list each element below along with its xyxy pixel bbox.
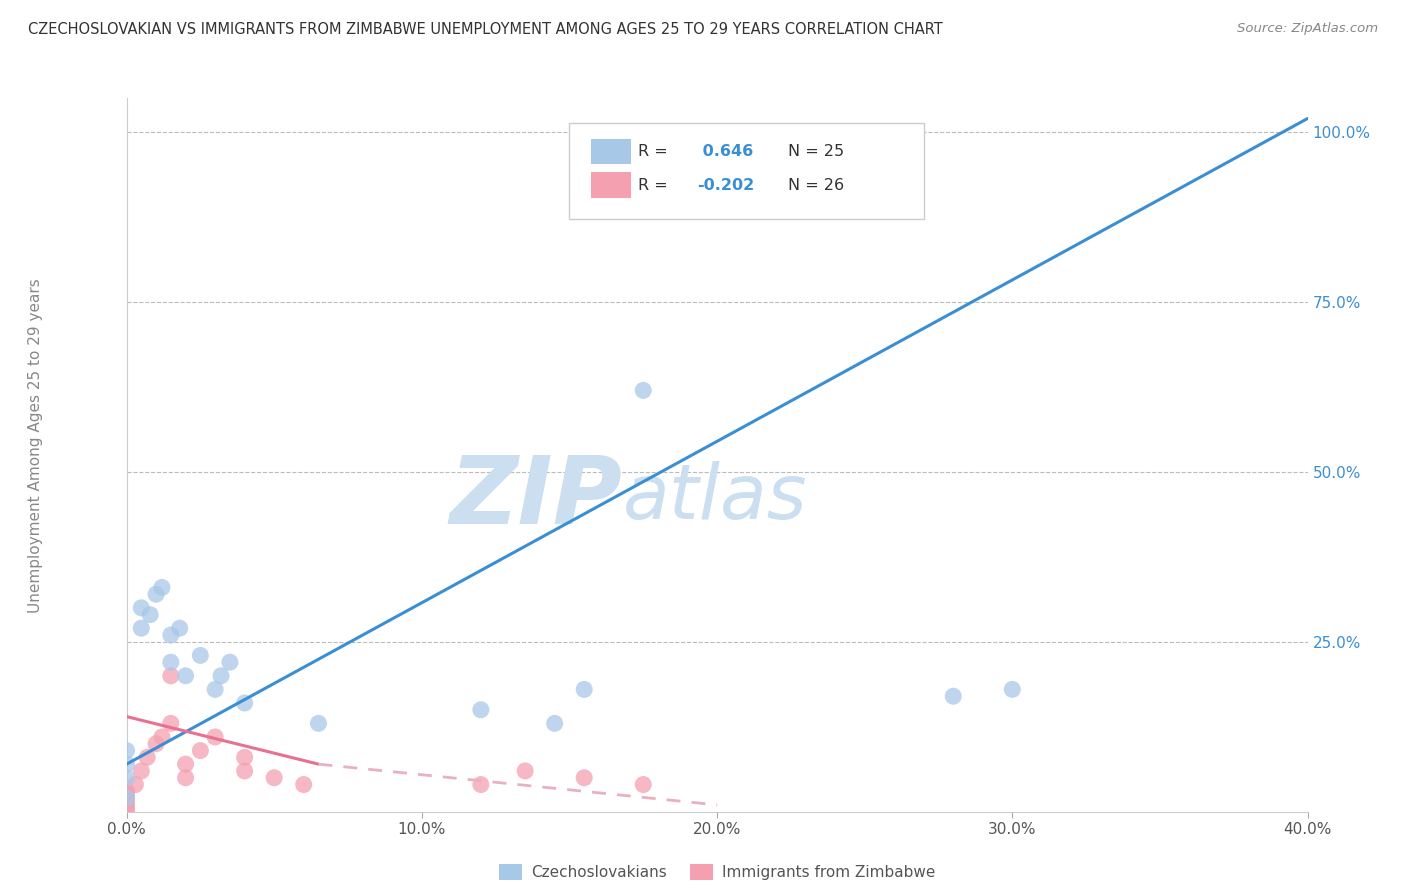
Text: N = 25: N = 25 <box>787 145 844 159</box>
Point <box>150 730 173 744</box>
Point <box>307 716 329 731</box>
Point <box>470 703 492 717</box>
Text: 0.646: 0.646 <box>697 145 754 159</box>
Point <box>169 621 191 635</box>
Point <box>115 757 138 772</box>
Point <box>188 648 211 663</box>
Point <box>145 737 167 751</box>
Point <box>139 607 162 622</box>
Point <box>188 743 211 757</box>
Point <box>543 716 565 731</box>
Point <box>174 771 197 785</box>
Point <box>159 669 183 683</box>
Point <box>129 600 153 615</box>
Point <box>129 764 153 778</box>
Point <box>115 784 138 798</box>
Text: R =: R = <box>638 145 673 159</box>
Point <box>115 805 138 819</box>
Point <box>219 655 242 669</box>
Point <box>115 791 138 805</box>
Point <box>574 682 596 697</box>
Point <box>159 628 183 642</box>
Point <box>1001 682 1024 697</box>
Point <box>136 750 159 764</box>
Text: R =: R = <box>638 178 673 193</box>
Point <box>292 778 315 792</box>
Point <box>574 771 596 785</box>
Text: Source: ZipAtlas.com: Source: ZipAtlas.com <box>1237 22 1378 36</box>
Point <box>115 743 138 757</box>
Text: -0.202: -0.202 <box>697 178 754 193</box>
Point <box>115 788 138 802</box>
Point <box>115 801 138 815</box>
Point <box>115 771 138 785</box>
Point <box>115 795 138 809</box>
Point <box>209 669 232 683</box>
Point <box>115 797 138 812</box>
FancyBboxPatch shape <box>569 123 924 219</box>
Point <box>470 778 492 792</box>
Point <box>145 587 167 601</box>
Point <box>174 757 197 772</box>
Point <box>129 621 153 635</box>
Point <box>942 689 965 703</box>
Text: atlas: atlas <box>623 461 807 534</box>
Point <box>233 750 256 764</box>
Legend: Czechoslovakians, Immigrants from Zimbabwe: Czechoslovakians, Immigrants from Zimbab… <box>494 858 941 886</box>
Point <box>150 581 173 595</box>
Text: CZECHOSLOVAKIAN VS IMMIGRANTS FROM ZIMBABWE UNEMPLOYMENT AMONG AGES 25 TO 29 YEA: CZECHOSLOVAKIAN VS IMMIGRANTS FROM ZIMBA… <box>28 22 943 37</box>
Point <box>159 655 183 669</box>
Point <box>174 669 197 683</box>
Point <box>124 778 146 792</box>
Text: ZIP: ZIP <box>450 451 623 544</box>
FancyBboxPatch shape <box>591 139 631 164</box>
Point <box>204 682 226 697</box>
Point <box>631 778 654 792</box>
Point <box>233 764 256 778</box>
Point <box>115 791 138 805</box>
Point <box>204 730 226 744</box>
Point <box>233 696 256 710</box>
Point <box>263 771 285 785</box>
Point <box>515 764 537 778</box>
Text: N = 26: N = 26 <box>787 178 844 193</box>
Text: Unemployment Among Ages 25 to 29 years: Unemployment Among Ages 25 to 29 years <box>28 278 42 614</box>
Point <box>159 716 183 731</box>
FancyBboxPatch shape <box>591 172 631 198</box>
Point <box>631 384 654 398</box>
